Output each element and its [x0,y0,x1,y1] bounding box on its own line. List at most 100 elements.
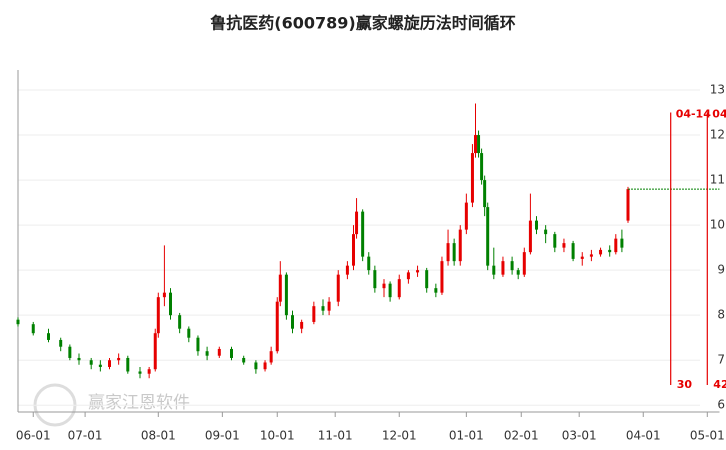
candle-body [300,321,304,329]
y-tick-label: 7 [717,353,725,367]
y-tick-label: 6 [717,398,725,412]
candle-body [434,288,438,293]
candle-body [425,270,429,289]
candle-body [492,265,496,275]
candle-body [480,153,484,181]
candle-body [446,243,450,262]
candle-body [562,243,566,248]
chart-title: 鲁抗医药(600789)赢家螺旋历法时间循环 [209,14,515,33]
y-tick-label: 8 [717,308,725,322]
candle-body [242,357,246,363]
candle-body [336,274,340,302]
x-tick-label: 07-01 [68,429,103,443]
candle-body [516,270,520,275]
candle-body [367,256,371,271]
candle-body [406,272,410,280]
candle-body [117,357,121,361]
candle-body [608,249,612,253]
cycle-bottom-label: 42 [713,378,726,391]
candle-body [278,274,282,302]
candle-body [486,207,490,266]
candle-body [388,283,392,298]
candle-body [571,243,575,259]
candle-body [483,180,487,208]
candle-body [528,220,532,253]
candle-body [126,357,130,372]
x-tick-label: 12-01 [382,429,417,443]
x-tick-label: 10-01 [260,429,295,443]
candle-body [156,297,160,334]
candle-body [620,238,624,248]
x-tick-label: 09-01 [205,429,240,443]
candle-body [205,351,209,356]
candle-body [373,270,377,289]
candle-body [153,333,157,370]
candle-body [452,243,456,262]
x-tick-label: 05-01 [690,429,725,443]
cycle-top-label: 04-14 [676,108,712,121]
y-tick-label: 13 [710,83,725,97]
candle-body [284,274,288,316]
x-tick-label: 04-01 [626,429,661,443]
candle-body [535,220,538,230]
candle-body [230,348,233,358]
candle-body [47,333,50,340]
cycle-bottom-label: 30 [677,378,693,391]
candle-body [321,306,325,311]
candle-body [291,315,294,329]
candle-body [355,211,359,235]
candle-body [599,249,603,255]
candle-body [626,189,630,221]
watermark: 赢家江恩软件 [88,393,190,413]
y-tick-label: 10 [710,218,725,232]
candle-body [77,357,81,361]
candle-body [138,371,142,374]
candle-body [147,369,151,374]
candle-body [361,211,365,257]
x-tick-label: 02-01 [504,429,539,443]
candle-body [589,254,593,257]
candle-body [345,265,349,275]
candle-body [510,261,514,271]
candle-body [382,283,386,289]
candle-body [312,306,316,322]
candle-body [275,301,279,352]
candle-body [187,328,191,338]
candle-body [553,234,557,248]
candle-body [98,364,102,367]
candle-body [89,360,93,365]
y-tick-label: 12 [710,128,725,142]
x-tick-label: 08-01 [141,429,176,443]
candle-body [16,319,20,325]
candle-body [501,261,505,275]
candle-body [178,315,182,329]
candle-body [470,153,474,203]
candle-body [327,301,331,311]
x-tick-label: 03-01 [562,429,597,443]
candle-body [108,360,111,367]
candle-body [59,339,63,347]
candle-body [416,270,420,273]
candle-body [162,292,166,298]
candle-body [464,202,468,230]
x-tick-label: 11-01 [318,429,353,443]
candle-body [31,324,35,334]
x-tick-label: 06-01 [16,429,51,443]
candle-body [544,229,548,235]
candle-body [397,279,401,298]
candle-body [580,256,584,259]
candle-body [440,261,444,293]
y-tick-label: 11 [710,173,725,187]
candle-body [458,229,462,262]
candle-body [269,351,273,363]
candle-body [263,362,267,370]
candle-body [254,362,258,370]
x-tick-label: 01-01 [449,429,484,443]
candle-body [474,135,477,154]
candle-body [68,346,72,358]
candle-body [196,337,200,352]
candle-body [352,234,355,266]
candle-body [169,292,172,316]
candle-body [217,348,221,356]
